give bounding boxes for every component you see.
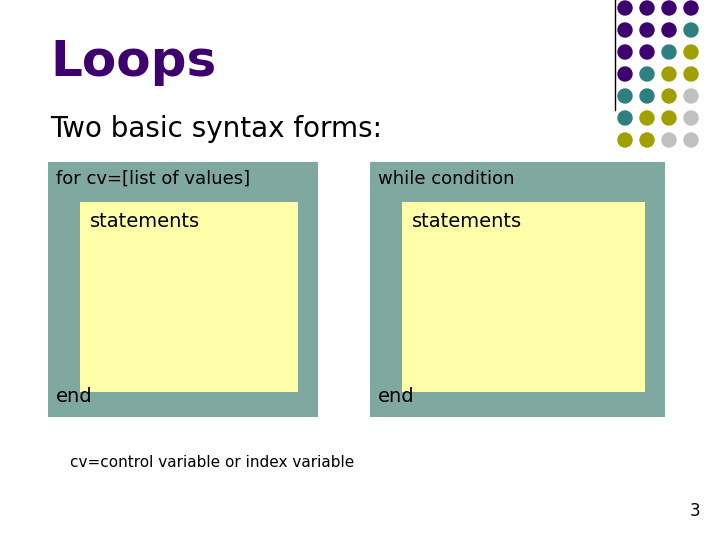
Circle shape <box>618 67 632 81</box>
Circle shape <box>618 45 632 59</box>
Circle shape <box>684 111 698 125</box>
Circle shape <box>640 1 654 15</box>
Text: statements: statements <box>412 212 522 231</box>
Circle shape <box>684 23 698 37</box>
Circle shape <box>618 111 632 125</box>
Text: Two basic syntax forms:: Two basic syntax forms: <box>50 115 382 143</box>
Circle shape <box>640 67 654 81</box>
Circle shape <box>662 45 676 59</box>
Circle shape <box>684 67 698 81</box>
Text: statements: statements <box>90 212 200 231</box>
Text: cv=control variable or index variable: cv=control variable or index variable <box>70 455 354 470</box>
Circle shape <box>662 1 676 15</box>
FancyBboxPatch shape <box>80 202 298 392</box>
Circle shape <box>662 89 676 103</box>
Circle shape <box>640 23 654 37</box>
Circle shape <box>662 111 676 125</box>
Circle shape <box>618 1 632 15</box>
Circle shape <box>640 133 654 147</box>
Text: end: end <box>378 387 415 406</box>
Circle shape <box>684 133 698 147</box>
Circle shape <box>684 1 698 15</box>
Circle shape <box>640 89 654 103</box>
FancyBboxPatch shape <box>402 202 645 392</box>
Circle shape <box>662 133 676 147</box>
FancyBboxPatch shape <box>370 162 665 417</box>
Circle shape <box>684 89 698 103</box>
Circle shape <box>662 67 676 81</box>
Text: 3: 3 <box>689 502 700 520</box>
Text: for cv=[list of values]: for cv=[list of values] <box>56 170 250 188</box>
Circle shape <box>618 133 632 147</box>
Circle shape <box>662 23 676 37</box>
Text: end: end <box>56 387 93 406</box>
Text: while condition: while condition <box>378 170 515 188</box>
FancyBboxPatch shape <box>48 162 318 417</box>
Circle shape <box>640 111 654 125</box>
Circle shape <box>618 23 632 37</box>
Circle shape <box>640 45 654 59</box>
Circle shape <box>684 45 698 59</box>
Circle shape <box>618 89 632 103</box>
Text: Loops: Loops <box>50 38 216 86</box>
